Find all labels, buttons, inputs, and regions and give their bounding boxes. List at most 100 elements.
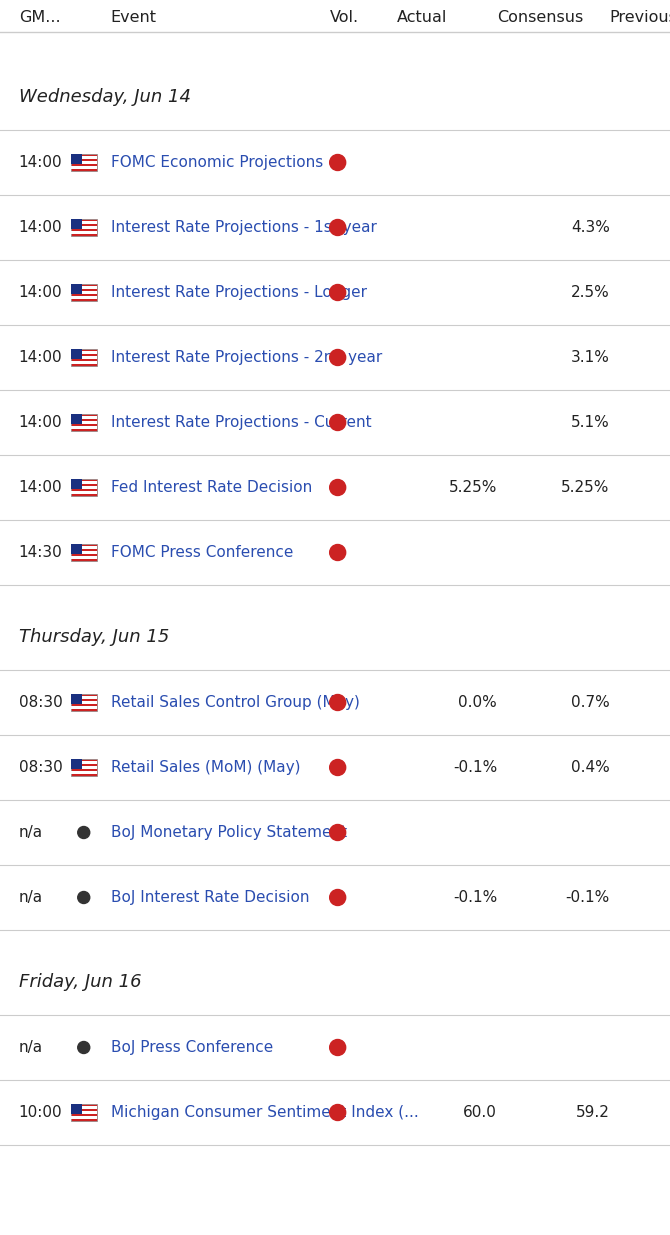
Text: Interest Rate Projections - 2nd year: Interest Rate Projections - 2nd year bbox=[111, 350, 382, 366]
Text: Interest Rate Projections - 1st year: Interest Rate Projections - 1st year bbox=[111, 220, 377, 235]
Circle shape bbox=[330, 825, 346, 841]
Circle shape bbox=[78, 826, 90, 839]
Bar bbox=[71, 154, 82, 164]
Circle shape bbox=[330, 889, 346, 905]
Bar bbox=[71, 361, 96, 363]
Circle shape bbox=[330, 1040, 346, 1056]
Circle shape bbox=[330, 154, 346, 170]
Bar bbox=[71, 556, 96, 558]
Text: Retail Sales Control Group (May): Retail Sales Control Group (May) bbox=[111, 695, 359, 710]
Text: 2.5%: 2.5% bbox=[571, 285, 610, 300]
Bar bbox=[71, 219, 82, 228]
Text: n/a: n/a bbox=[19, 1040, 43, 1055]
Bar bbox=[71, 167, 96, 168]
Text: 59.2: 59.2 bbox=[576, 1105, 610, 1120]
Bar bbox=[71, 356, 96, 358]
Text: Interest Rate Projections - Current: Interest Rate Projections - Current bbox=[111, 415, 371, 430]
Text: 0.4%: 0.4% bbox=[571, 760, 610, 776]
Text: 5.25%: 5.25% bbox=[449, 480, 497, 495]
Text: -0.1%: -0.1% bbox=[565, 890, 610, 905]
Bar bbox=[71, 482, 96, 484]
Text: 14:00: 14:00 bbox=[19, 480, 62, 495]
Circle shape bbox=[78, 892, 90, 904]
Bar bbox=[71, 492, 96, 494]
Bar bbox=[71, 284, 82, 294]
Bar bbox=[71, 162, 96, 164]
Text: Fed Interest Rate Decision: Fed Interest Rate Decision bbox=[111, 480, 312, 495]
Text: 0.0%: 0.0% bbox=[458, 695, 497, 710]
Circle shape bbox=[330, 694, 346, 710]
Text: 08:30: 08:30 bbox=[19, 695, 62, 710]
Text: n/a: n/a bbox=[19, 825, 43, 840]
Bar bbox=[71, 426, 96, 429]
Bar bbox=[71, 1112, 96, 1114]
Bar bbox=[71, 479, 96, 496]
Circle shape bbox=[330, 350, 346, 366]
Bar bbox=[71, 291, 96, 294]
Text: 14:00: 14:00 bbox=[19, 285, 62, 300]
Bar bbox=[71, 551, 96, 553]
Text: 14:00: 14:00 bbox=[19, 415, 62, 430]
Text: -0.1%: -0.1% bbox=[453, 890, 497, 905]
Circle shape bbox=[330, 220, 346, 236]
Text: Previous: Previous bbox=[610, 11, 670, 26]
Bar bbox=[71, 760, 96, 776]
Bar bbox=[71, 1107, 96, 1109]
Bar bbox=[71, 416, 96, 419]
Text: 5.1%: 5.1% bbox=[571, 415, 610, 430]
Bar bbox=[71, 543, 82, 553]
Bar bbox=[71, 479, 82, 489]
Circle shape bbox=[330, 760, 346, 776]
Bar bbox=[71, 760, 82, 768]
Bar bbox=[71, 414, 96, 431]
Bar bbox=[71, 694, 96, 711]
Bar bbox=[71, 421, 96, 424]
Text: 4.3%: 4.3% bbox=[571, 220, 610, 235]
Text: BoJ Interest Rate Decision: BoJ Interest Rate Decision bbox=[111, 890, 309, 905]
Bar bbox=[71, 766, 96, 768]
Bar bbox=[71, 546, 96, 548]
Bar bbox=[71, 1116, 96, 1119]
Text: Friday, Jun 16: Friday, Jun 16 bbox=[19, 973, 141, 990]
Text: -0.1%: -0.1% bbox=[453, 760, 497, 776]
Bar bbox=[71, 414, 82, 424]
Text: 0.7%: 0.7% bbox=[571, 695, 610, 710]
Bar bbox=[71, 284, 96, 301]
Text: 14:00: 14:00 bbox=[19, 220, 62, 235]
Text: 14:30: 14:30 bbox=[19, 545, 62, 559]
Bar bbox=[71, 219, 96, 236]
Text: FOMC Press Conference: FOMC Press Conference bbox=[111, 545, 293, 559]
Text: BoJ Monetary Policy Statement: BoJ Monetary Policy Statement bbox=[111, 825, 346, 840]
Bar bbox=[71, 352, 96, 354]
Bar bbox=[71, 350, 96, 366]
Text: n/a: n/a bbox=[19, 890, 43, 905]
Text: 60.0: 60.0 bbox=[463, 1105, 497, 1120]
Circle shape bbox=[330, 479, 346, 495]
Bar bbox=[71, 287, 96, 289]
Text: FOMC Economic Projections: FOMC Economic Projections bbox=[111, 156, 323, 170]
Text: 10:00: 10:00 bbox=[19, 1105, 62, 1120]
Circle shape bbox=[78, 1041, 90, 1053]
Text: Interest Rate Projections - Longer: Interest Rate Projections - Longer bbox=[111, 285, 366, 300]
Bar bbox=[71, 231, 96, 233]
Bar bbox=[71, 697, 96, 699]
Text: Wednesday, Jun 14: Wednesday, Jun 14 bbox=[19, 88, 191, 106]
Bar bbox=[71, 694, 82, 704]
Bar bbox=[71, 154, 96, 170]
Bar bbox=[71, 487, 96, 489]
Text: 14:00: 14:00 bbox=[19, 350, 62, 366]
Bar bbox=[71, 771, 96, 773]
Bar bbox=[71, 543, 96, 561]
Text: Retail Sales (MoM) (May): Retail Sales (MoM) (May) bbox=[111, 760, 300, 776]
Bar bbox=[71, 350, 82, 358]
Text: 08:30: 08:30 bbox=[19, 760, 62, 776]
Bar bbox=[71, 762, 96, 764]
Text: 14:00: 14:00 bbox=[19, 156, 62, 170]
Text: Actual: Actual bbox=[397, 11, 447, 26]
Text: Michigan Consumer Sentiment Index (...: Michigan Consumer Sentiment Index (... bbox=[111, 1105, 418, 1120]
Text: 3.1%: 3.1% bbox=[571, 350, 610, 366]
Circle shape bbox=[330, 284, 346, 300]
Text: Thursday, Jun 15: Thursday, Jun 15 bbox=[19, 629, 169, 646]
Bar bbox=[71, 1104, 96, 1121]
Text: Event: Event bbox=[111, 11, 157, 26]
